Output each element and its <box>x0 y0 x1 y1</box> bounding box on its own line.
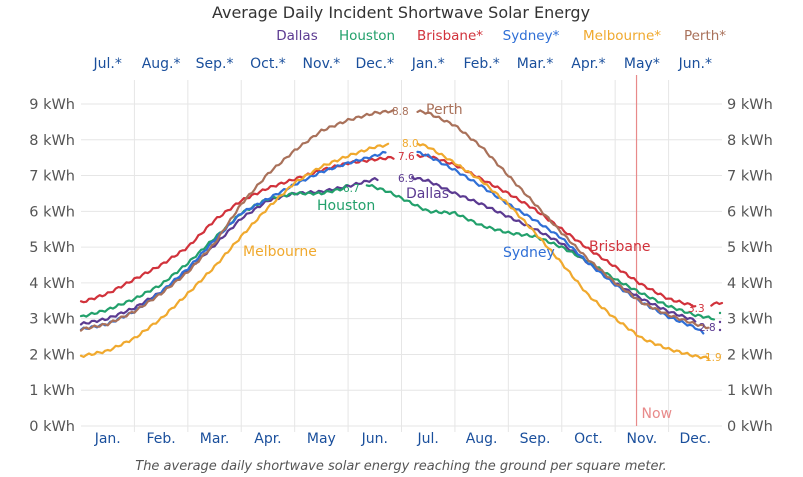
y-tick-label: 3 kWh <box>727 312 773 328</box>
y-tick-label: 6 kWh <box>29 204 75 220</box>
y-tick-label: 9 kWh <box>727 97 773 113</box>
y-tick-label: 0 kWh <box>727 419 773 435</box>
legend-item-perth: Perth* <box>684 28 726 44</box>
now-marker: Now <box>635 75 673 426</box>
y-tick-label: 1 kWh <box>29 383 75 399</box>
x-tick-label-top: Apr.* <box>571 56 605 72</box>
series-labels: 8.8 8.07.6 6.9 6.7 3.3 2.8 1.9 Perth Dallas Houst… <box>243 102 722 364</box>
series-line-perth <box>79 108 710 332</box>
legend-item-brisbane: Brisbane* <box>417 28 483 44</box>
y-tick-label: 7 kWh <box>727 169 773 185</box>
x-tick-label: Oct. <box>574 431 603 447</box>
y-axis-left: 0 kWh 1 kWh 2 kWh 3 kWh 4 kWh 5 kWh 6 kWh 7 kWh… <box>29 97 75 435</box>
chart-title: Average Daily Incident Shortwave Solar E… <box>212 3 590 22</box>
collapsed-label-dot <box>718 328 722 332</box>
inline-label-sydney: Sydney <box>503 245 555 261</box>
inline-label-brisbane: Brisbane <box>589 239 651 255</box>
chart-caption: The average daily shortwave solar energy… <box>135 459 666 474</box>
x-tick-label-top: Feb.* <box>464 56 500 72</box>
y-tick-label: 7 kWh <box>29 169 75 185</box>
now-label: Now <box>642 406 673 422</box>
end-label-melbourne: 1.9 <box>705 352 722 364</box>
bottom-month-axis: Jan. Feb. Mar. Apr. May Jun. Jul. Aug. Sep. Oct. N… <box>94 431 711 447</box>
legend-item-houston: Houston <box>339 28 395 44</box>
x-tick-label: Sep. <box>520 431 551 447</box>
inline-label-dallas: Dallas <box>406 186 449 202</box>
y-tick-label: 2 kWh <box>29 347 75 363</box>
y-axis-right: 0 kWh 1 kWh 2 kWh 3 kWh 4 kWh 5 kWh 6 kWh 7 kWh… <box>727 97 773 435</box>
x-tick-label: Mar. <box>200 431 230 447</box>
x-tick-label: Nov. <box>627 431 658 447</box>
peak-label-melbourne: 8.0 <box>402 138 419 150</box>
x-tick-label: Jul. <box>417 431 439 447</box>
x-tick-label-top: Aug.* <box>142 56 181 72</box>
x-tick-label-top: May* <box>624 56 660 72</box>
x-tick-label: Jan. <box>94 431 121 447</box>
collapsed-label-dot <box>718 311 722 315</box>
y-tick-label: 3 kWh <box>29 312 75 328</box>
inline-label-houston: Houston <box>317 198 375 214</box>
peak-label-dallas: 6.9 <box>398 173 415 185</box>
y-tick-label: 0 kWh <box>29 419 75 435</box>
y-tick-label: 9 kWh <box>29 97 75 113</box>
inline-label-perth: Perth <box>426 102 463 118</box>
legend-item-sydney: Sydney* <box>503 28 560 44</box>
y-tick-label: 5 kWh <box>29 240 75 256</box>
y-tick-label: 1 kWh <box>727 383 773 399</box>
x-tick-label-top: Jul.* <box>93 56 122 72</box>
series-line-melbourne <box>79 142 710 360</box>
y-tick-label: 5 kWh <box>727 240 773 256</box>
y-tick-label: 4 kWh <box>29 276 75 292</box>
x-tick-label: Dec. <box>680 431 712 447</box>
x-tick-label-top: Nov.* <box>303 56 341 72</box>
x-tick-label: Aug. <box>466 431 498 447</box>
x-tick-label-top: Oct.* <box>250 56 286 72</box>
y-tick-label: 8 kWh <box>29 133 75 149</box>
x-tick-label-top: Jun.* <box>678 56 712 72</box>
x-tick-label: Apr. <box>254 431 281 447</box>
top-month-axis: Jul.* Aug.* Sep.* Oct.* Nov.* Dec.* Jan.* Feb.*… <box>93 56 712 72</box>
x-tick-label-top: Sep.* <box>196 56 234 72</box>
legend-item-dallas: Dallas <box>276 28 317 44</box>
series-lines <box>79 108 724 360</box>
collapsed-label-dot <box>718 320 722 324</box>
x-tick-label: Jun. <box>361 431 388 447</box>
peak-label-perth: 8.8 <box>392 106 409 118</box>
x-tick-label-top: Jan.* <box>411 56 445 72</box>
x-tick-label-top: Mar.* <box>517 56 554 72</box>
y-tick-label: 6 kWh <box>727 204 773 220</box>
x-tick-label-top: Dec.* <box>356 56 395 72</box>
legend-item-melbourne: Melbourne* <box>583 28 661 44</box>
end-label-dallas: 2.8 <box>699 322 716 334</box>
legend: Dallas Houston Brisbane* Sydney* Melbourne* P… <box>276 28 726 44</box>
x-tick-label: May <box>307 431 336 447</box>
y-tick-label: 4 kWh <box>727 276 773 292</box>
y-tick-label: 2 kWh <box>727 347 773 363</box>
y-tick-label: 8 kWh <box>727 133 773 149</box>
peak-label-houston: 6.7 <box>343 183 360 195</box>
peak-label-brisbane: 7.6 <box>398 151 415 163</box>
end-label-brisbane: 3.3 <box>688 303 705 315</box>
inline-label-melbourne: Melbourne <box>243 244 317 260</box>
x-tick-label: Feb. <box>147 431 176 447</box>
